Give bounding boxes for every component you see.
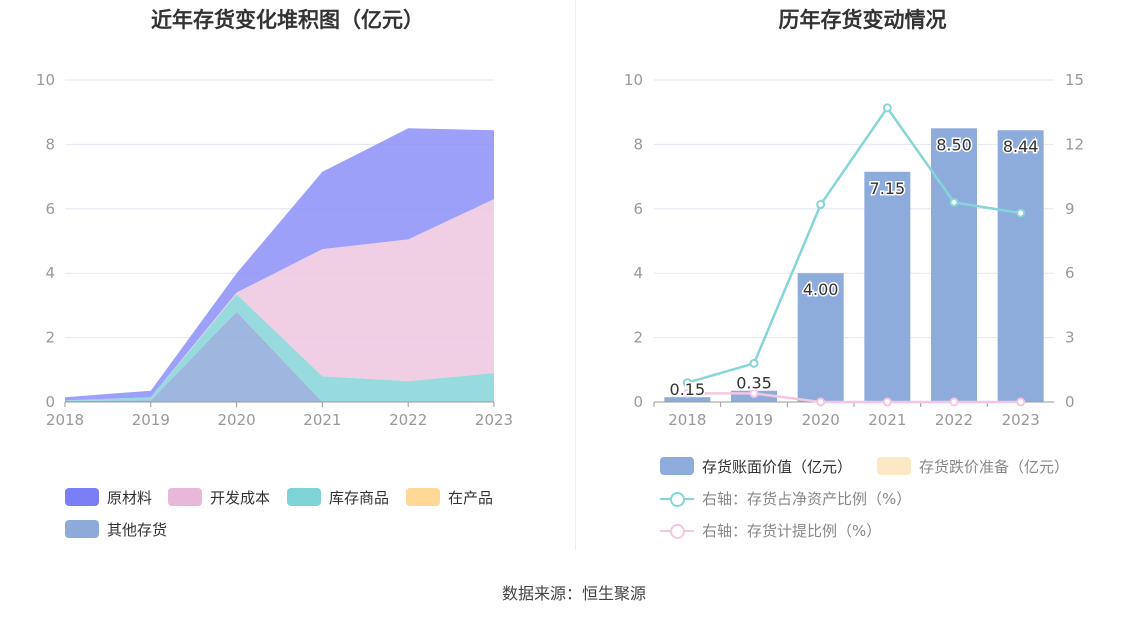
line-point bbox=[749, 358, 759, 368]
legend-label: 库存商品 bbox=[329, 489, 390, 507]
legend-marker-net-asset-ratio bbox=[660, 490, 694, 508]
y-tick-label: 2 bbox=[45, 329, 55, 347]
bar-line-chart: 0 2 4 6 8 10 0 3 6 9 12 15 2018 2019 2020 2021 2022 2023 0… bbox=[624, 71, 1084, 429]
bar-data-label: 4.00 bbox=[803, 280, 839, 299]
bar-data-label: 8.50 bbox=[936, 135, 972, 154]
legend-item-book-value[interactable]: 存货账面价值（亿元） bbox=[660, 456, 852, 477]
legend-label: 开发成本 bbox=[210, 489, 271, 507]
line-series bbox=[686, 105, 1021, 384]
legend-swatch-inventory-goods bbox=[287, 488, 321, 506]
line-point bbox=[1016, 397, 1026, 407]
y2-tick-label: 12 bbox=[1065, 135, 1084, 153]
line-point bbox=[1016, 208, 1026, 218]
line-point bbox=[749, 388, 759, 398]
x-tick-label: 2019 bbox=[132, 411, 170, 429]
right-chart-title: 历年存货变动情况 bbox=[778, 8, 947, 32]
y-tick-label: 2 bbox=[633, 329, 643, 347]
legend-item-net-asset-ratio[interactable]: 右轴：存货占净资产比例（%） bbox=[660, 488, 911, 509]
panel-divider bbox=[575, 0, 576, 550]
legend-item-impairment[interactable]: 存货跌价准备（亿元） bbox=[877, 456, 1069, 477]
x-tick-label: 2019 bbox=[735, 411, 773, 429]
x-tick-label: 2023 bbox=[475, 411, 513, 429]
y-tick-label: 8 bbox=[45, 135, 55, 153]
legend-item-provision-ratio[interactable]: 右轴：存货计提比例（%） bbox=[660, 520, 881, 541]
legend-item-other-inventory[interactable]: 其他存货 bbox=[65, 519, 167, 540]
y-tick-label: 0 bbox=[633, 393, 643, 411]
y2-tick-label: 0 bbox=[1065, 393, 1075, 411]
legend-swatch-development-cost bbox=[168, 488, 202, 506]
legend-swatch-book-value bbox=[660, 457, 694, 475]
y-tick-label: 6 bbox=[633, 200, 643, 218]
y2-tick-label: 15 bbox=[1065, 71, 1084, 89]
bar-book-value bbox=[997, 130, 1044, 402]
bar-book-value bbox=[797, 273, 844, 402]
x-tick-label: 2021 bbox=[303, 411, 341, 429]
bar-data-label: 0.15 bbox=[670, 380, 706, 399]
legend-item-work-in-progress[interactable]: 在产品 bbox=[406, 487, 493, 508]
x-tick-label: 2023 bbox=[1002, 411, 1040, 429]
bar-data-label: 7.15 bbox=[870, 179, 906, 198]
y-tick-label: 10 bbox=[624, 71, 643, 89]
y2-tick-label: 3 bbox=[1065, 329, 1075, 347]
inventory-change-panel: 历年存货变动情况 0 2 4 6 8 10 0 3 6 9 12 15 2018 2019 2020 2021… bbox=[577, 0, 1148, 560]
left-chart-title: 近年存货变化堆积图（亿元） bbox=[151, 8, 424, 32]
bar-data-label: 0.35 bbox=[736, 374, 772, 393]
legend-swatch-raw-materials bbox=[65, 488, 99, 506]
y2-tick-label: 6 bbox=[1065, 264, 1075, 282]
y-tick-label: 6 bbox=[45, 200, 55, 218]
legend-label: 右轴：存货计提比例（%） bbox=[702, 522, 882, 540]
line-point bbox=[816, 397, 826, 407]
legend-label: 在产品 bbox=[448, 489, 494, 507]
line-point bbox=[882, 103, 892, 113]
y-tick-label: 4 bbox=[633, 264, 643, 282]
line-point bbox=[682, 388, 692, 398]
legend-label: 存货账面价值（亿元） bbox=[702, 458, 853, 476]
area-series bbox=[65, 294, 494, 402]
line-series bbox=[687, 392, 1021, 404]
legend-marker-provision-ratio bbox=[660, 522, 694, 540]
y-tick-label: 4 bbox=[45, 264, 55, 282]
area-series bbox=[65, 128, 494, 401]
bar-book-value bbox=[664, 397, 711, 402]
area-series bbox=[65, 199, 494, 401]
bar-data-label: 8.44 bbox=[1003, 137, 1039, 156]
line-point bbox=[682, 378, 692, 388]
line-point bbox=[949, 197, 959, 207]
stacked-area-panel: 近年存货变化堆积图（亿元） 0 2 4 6 8 10 2018 2019 2020 2021 202… bbox=[0, 0, 575, 560]
stacked-area-chart: 0 2 4 6 8 10 2018 2019 2020 2021 2022 2023 bbox=[36, 71, 513, 429]
legend-item-raw-materials[interactable]: 原材料 bbox=[65, 487, 152, 508]
y-tick-label: 8 bbox=[633, 135, 643, 153]
x-tick-label: 2022 bbox=[935, 411, 973, 429]
legend-swatch-work-in-progress bbox=[406, 488, 440, 506]
x-tick-label: 2020 bbox=[802, 411, 840, 429]
legend-item-development-cost[interactable]: 开发成本 bbox=[168, 487, 270, 508]
bar-book-value bbox=[931, 128, 977, 403]
legend-label: 其他存货 bbox=[107, 521, 168, 539]
y-tick-label: 10 bbox=[36, 71, 55, 89]
line-point bbox=[949, 397, 959, 407]
legend-swatch-impairment bbox=[877, 457, 911, 475]
legend-label: 原材料 bbox=[107, 489, 153, 507]
y2-tick-label: 9 bbox=[1065, 200, 1075, 218]
x-tick-label: 2018 bbox=[668, 411, 706, 429]
x-tick-label: 2022 bbox=[389, 411, 427, 429]
y-tick-label: 0 bbox=[45, 393, 55, 411]
legend-label: 右轴：存货占净资产比例（%） bbox=[702, 490, 912, 508]
x-tick-label: 2020 bbox=[218, 411, 256, 429]
legend-swatch-other-inventory bbox=[65, 520, 99, 538]
data-source: 数据来源：恒生聚源 bbox=[501, 584, 646, 603]
x-tick-label: 2018 bbox=[46, 411, 84, 429]
line-point bbox=[816, 200, 826, 210]
x-tick-label: 2021 bbox=[868, 411, 906, 429]
legend-label: 存货跌价准备（亿元） bbox=[919, 458, 1070, 476]
legend-item-inventory-goods[interactable]: 库存商品 bbox=[287, 487, 389, 508]
line-point bbox=[882, 397, 892, 407]
bar-book-value bbox=[864, 171, 911, 402]
